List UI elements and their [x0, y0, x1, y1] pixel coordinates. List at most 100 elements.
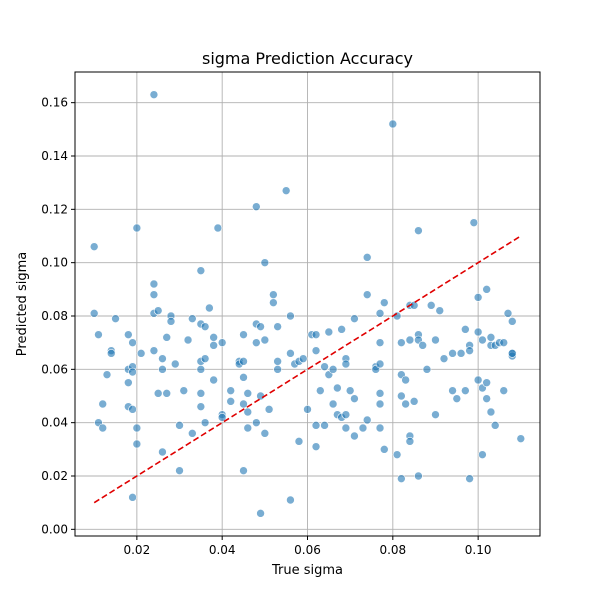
data-point	[478, 450, 487, 459]
data-point	[175, 466, 184, 475]
data-point	[341, 423, 351, 433]
data-point	[136, 349, 146, 358]
data-point	[362, 290, 372, 299]
data-point	[205, 303, 214, 313]
data-point	[111, 314, 120, 323]
data-point	[217, 413, 227, 422]
data-point	[162, 389, 172, 398]
data-point	[183, 335, 193, 345]
data-point	[196, 266, 206, 275]
data-point	[200, 322, 210, 331]
data-point	[158, 365, 167, 374]
reference-line-group	[93, 235, 522, 504]
data-point	[273, 322, 282, 331]
data-point	[362, 415, 372, 425]
data-point	[226, 386, 236, 395]
data-point	[405, 437, 415, 446]
data-point	[431, 335, 440, 345]
data-point	[315, 386, 325, 395]
data-point	[260, 429, 270, 438]
data-point	[149, 279, 159, 289]
data-point	[473, 375, 483, 385]
data-point	[256, 322, 265, 331]
data-point	[294, 437, 304, 446]
data-point	[461, 325, 470, 334]
data-point	[414, 226, 423, 235]
y-tick-label: 0.12	[41, 202, 68, 216]
x-tick-label: 0.08	[379, 543, 406, 557]
data-point	[503, 309, 513, 318]
data-point	[209, 333, 218, 342]
data-point	[286, 495, 295, 505]
data-point	[379, 445, 389, 454]
data-point	[179, 386, 189, 395]
data-point	[409, 397, 419, 406]
data-point	[243, 407, 253, 417]
data-point	[89, 309, 99, 318]
x-axis-label: True sigma	[271, 563, 343, 578]
data-point	[426, 301, 436, 310]
data-point	[162, 333, 172, 342]
data-point	[175, 421, 184, 430]
data-point	[98, 399, 108, 409]
data-point	[486, 333, 496, 342]
data-point	[465, 474, 474, 483]
data-point	[128, 338, 137, 347]
data-point	[452, 394, 462, 403]
data-point	[239, 373, 248, 382]
data-point	[478, 335, 487, 345]
data-point	[243, 423, 253, 433]
data-point	[375, 309, 385, 318]
data-point	[273, 365, 282, 374]
data-point	[507, 349, 517, 358]
data-point	[252, 418, 261, 427]
data-point	[252, 338, 261, 347]
data-point	[341, 410, 351, 419]
data-point	[350, 394, 359, 403]
data-point	[439, 354, 449, 363]
data-point	[128, 405, 137, 414]
data-point	[311, 421, 321, 430]
data-point	[507, 317, 517, 326]
data-point	[252, 202, 261, 211]
data-point	[448, 386, 457, 395]
data-point	[153, 389, 163, 398]
data-point	[333, 383, 342, 393]
data-point	[239, 399, 248, 409]
data-point	[375, 338, 385, 347]
data-point	[217, 338, 227, 347]
data-point	[469, 218, 479, 227]
data-point	[435, 306, 445, 315]
data-point	[102, 370, 112, 379]
y-tick-label: 0.16	[41, 96, 68, 110]
data-point	[324, 327, 334, 337]
data-point	[414, 471, 423, 481]
y-tick-label: 0.08	[41, 309, 68, 323]
data-point	[311, 346, 321, 355]
data-point	[209, 375, 218, 385]
data-point	[422, 365, 432, 374]
data-point	[362, 253, 372, 262]
data-point	[158, 447, 167, 457]
data-point	[273, 357, 282, 366]
data-point	[149, 90, 159, 99]
data-point	[196, 389, 206, 398]
data-point	[320, 362, 329, 371]
data-point	[311, 330, 321, 339]
data-point	[303, 405, 312, 414]
data-point	[128, 367, 137, 377]
data-point	[461, 386, 470, 395]
data-point	[132, 423, 142, 433]
x-tick-label: 0.02	[123, 543, 150, 557]
data-point	[499, 338, 509, 347]
data-point	[486, 407, 496, 417]
data-point	[328, 399, 338, 409]
data-point	[401, 375, 410, 385]
data-point	[401, 399, 410, 409]
data-point	[388, 119, 398, 129]
data-point	[188, 314, 197, 323]
x-tick-label: 0.06	[294, 543, 321, 557]
data-point	[188, 429, 197, 438]
data-point	[482, 285, 491, 294]
